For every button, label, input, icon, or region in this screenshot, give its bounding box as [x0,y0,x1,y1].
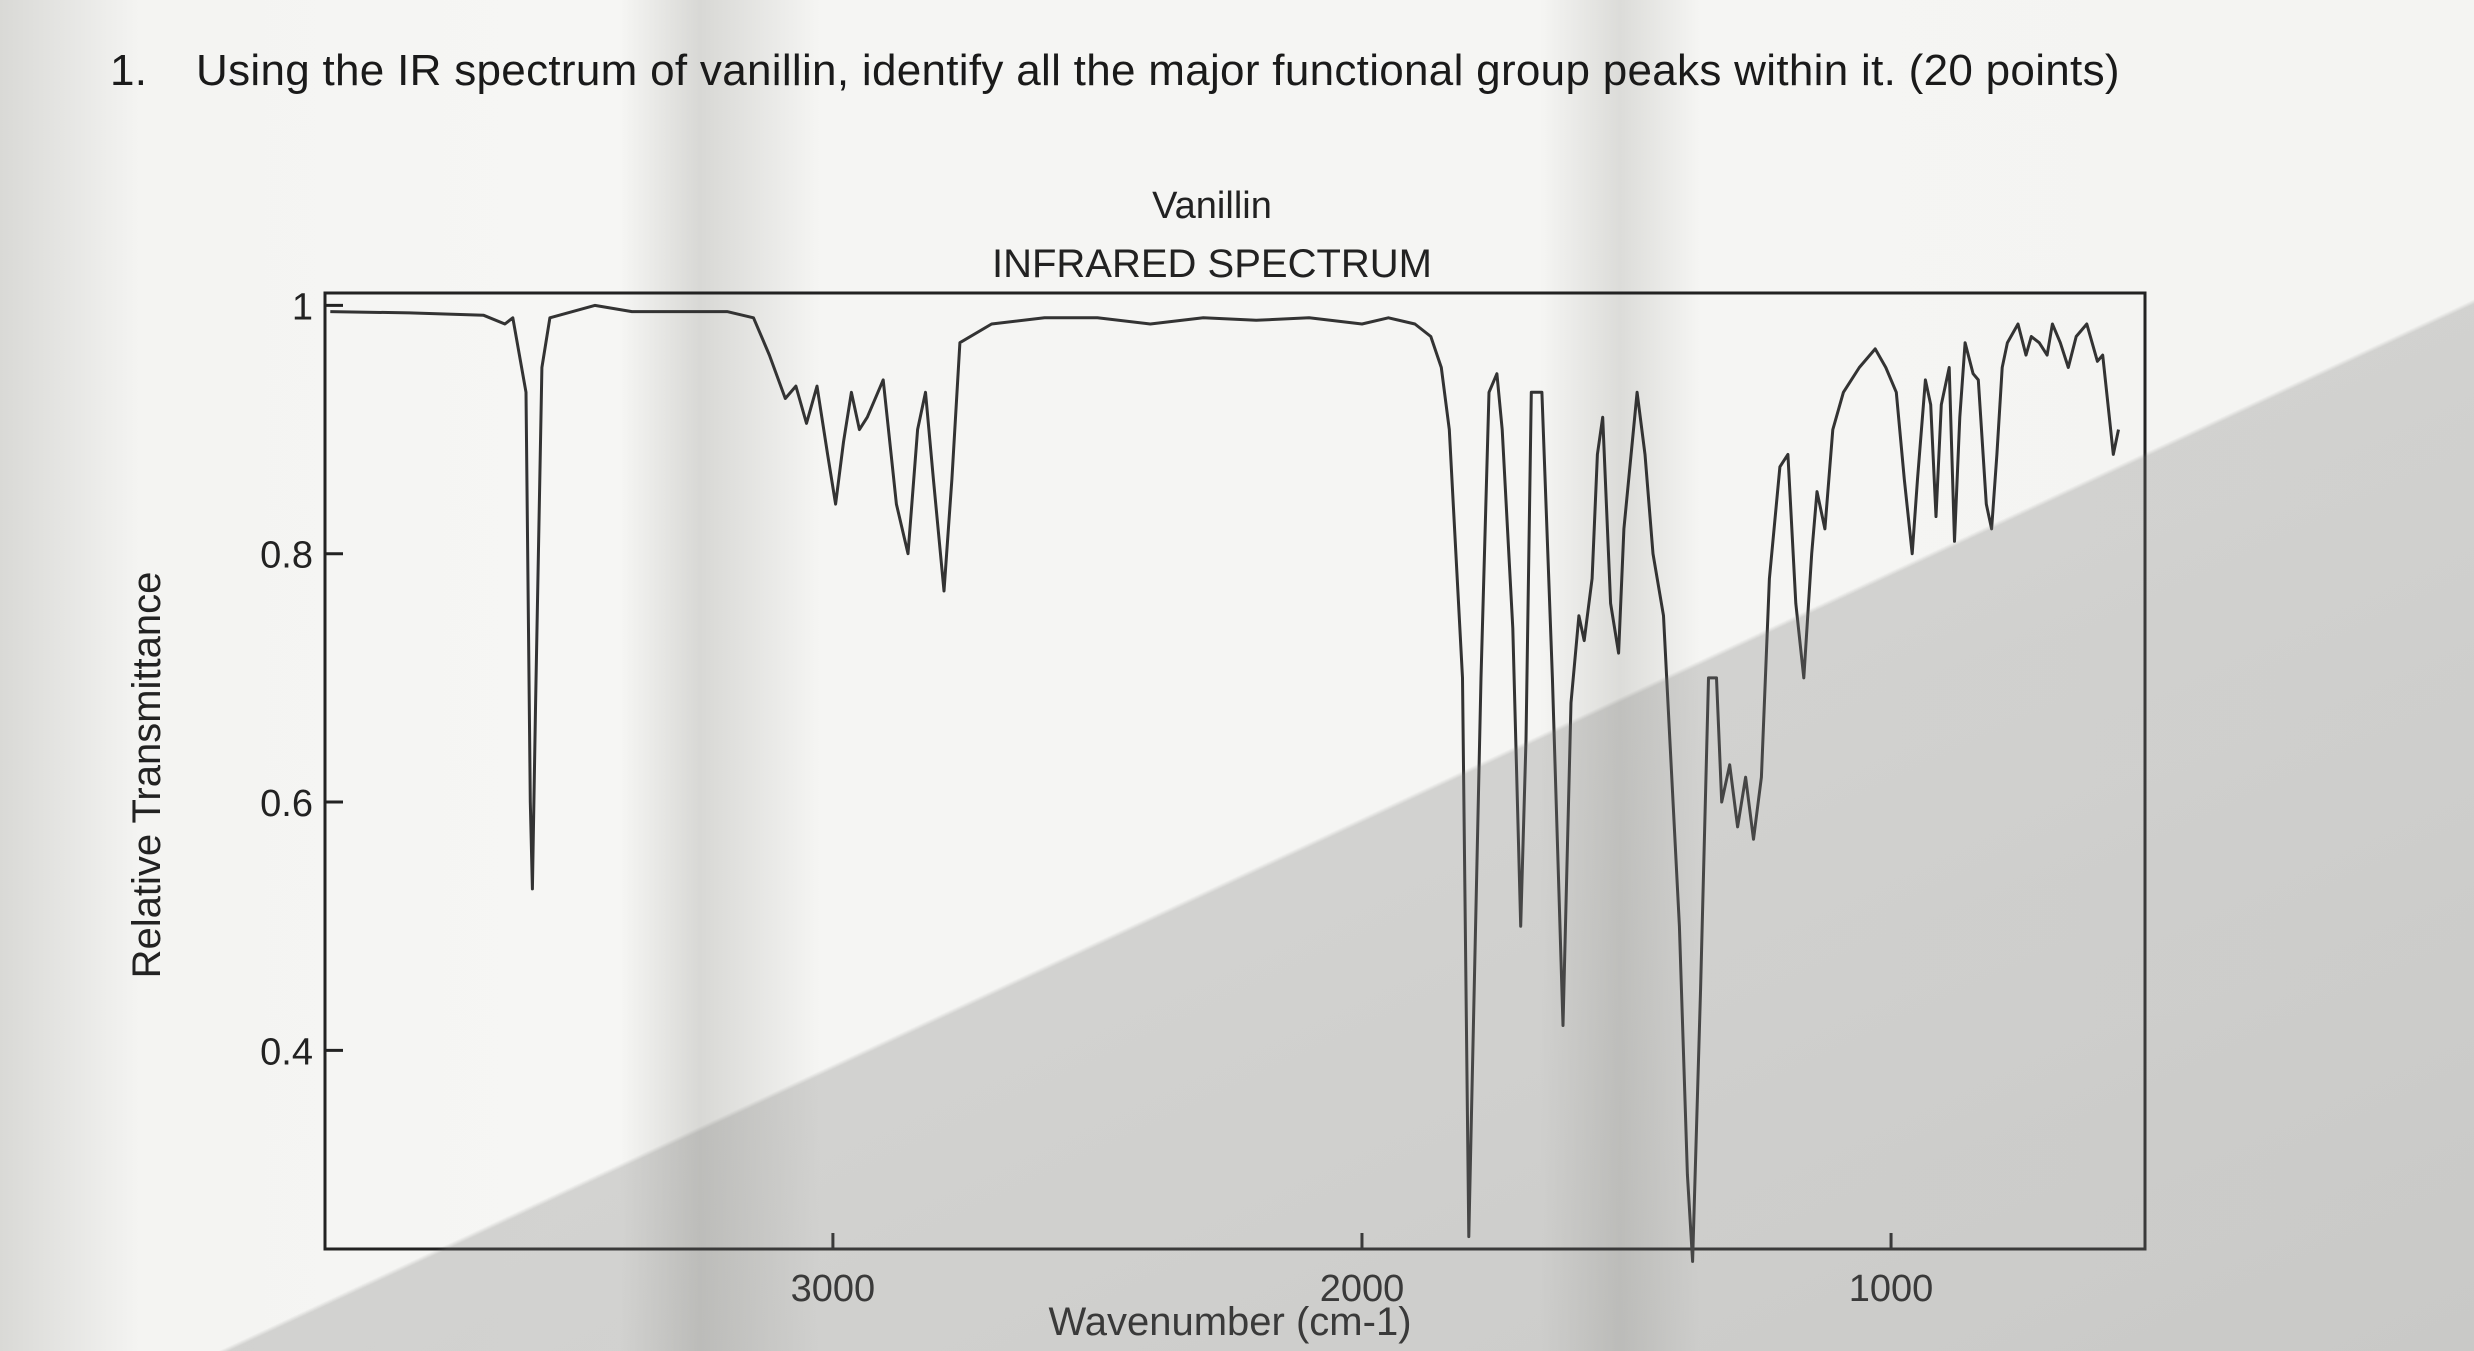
chart-title: Vanillin [1152,185,1272,227]
spectrum-line [330,303,2120,1263]
question-number: 1. [110,46,148,95]
x-tick-label: 3000 [791,1268,876,1310]
x-tick-label: 2000 [1320,1268,1405,1310]
x-axis-label: Wavenumber (cm-1) [1048,1300,1411,1344]
y-tick-label: 0.4 [260,1031,313,1073]
y-axis-label: Relative Transmittance [125,572,169,979]
plot-frame [323,291,2147,1251]
y-tick-label: 1 [292,286,313,328]
x-axis: 3000 2000 1000 [791,1233,1934,1310]
chart-subtitle: INFRARED SPECTRUM [992,242,1432,286]
y-axis: 1 0.8 0.6 0.4 [260,286,343,1073]
y-tick-label: 0.6 [260,783,313,825]
x-tick-label: 1000 [1849,1268,1934,1310]
y-tick-label: 0.8 [260,535,313,577]
question-text: Using the IR spectrum of vanillin, ident… [196,46,2120,95]
